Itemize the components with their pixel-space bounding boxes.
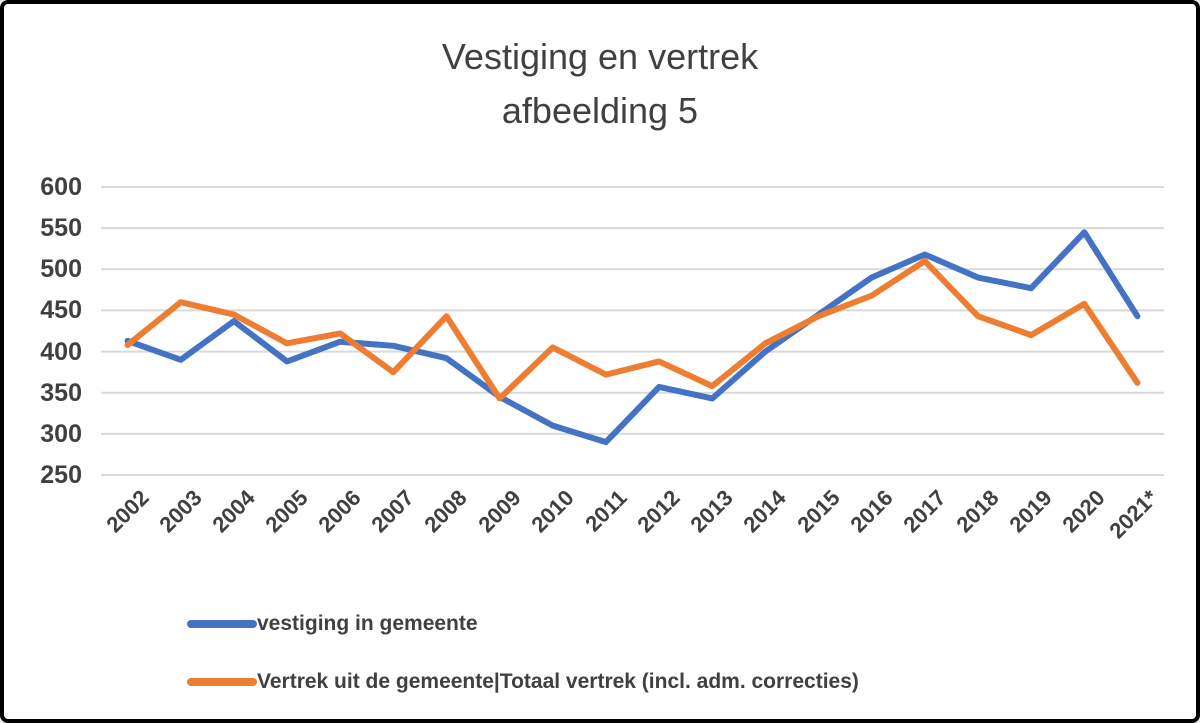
legend-label: vestiging in gemeente	[257, 612, 478, 635]
legend-item-vertrek: Vertrek uit de gemeente|Totaal vertrek (…	[187, 668, 859, 696]
chart-legend: vestiging in gemeente Vertrek uit de gem…	[187, 610, 859, 719]
line-chart	[101, 186, 1164, 476]
y-tick-label: 350	[40, 378, 82, 407]
y-tick-label: 550	[40, 214, 82, 243]
legend-label: Vertrek uit de gemeente|Totaal vertrek (…	[257, 670, 859, 693]
y-tick-label: 600	[40, 173, 82, 201]
legend-line-swatch-blue	[187, 620, 257, 628]
legend-line-swatch-orange	[187, 678, 257, 686]
chart-title-line1: Vestiging en vertrek	[441, 36, 759, 77]
chart-title: Vestiging en vertrek afbeelding 5	[4, 30, 1196, 138]
y-tick-label: 450	[40, 296, 82, 325]
y-tick-label: 500	[40, 255, 82, 284]
y-tick-label: 400	[40, 337, 82, 366]
series-line-blue	[124, 229, 1141, 446]
series-line-orange	[124, 258, 1141, 402]
y-tick-label: 250	[40, 461, 82, 489]
y-tick-label: 300	[40, 419, 82, 448]
chart-title-line2: afbeelding 5	[501, 90, 699, 131]
legend-item-vestiging: vestiging in gemeente	[187, 610, 859, 638]
